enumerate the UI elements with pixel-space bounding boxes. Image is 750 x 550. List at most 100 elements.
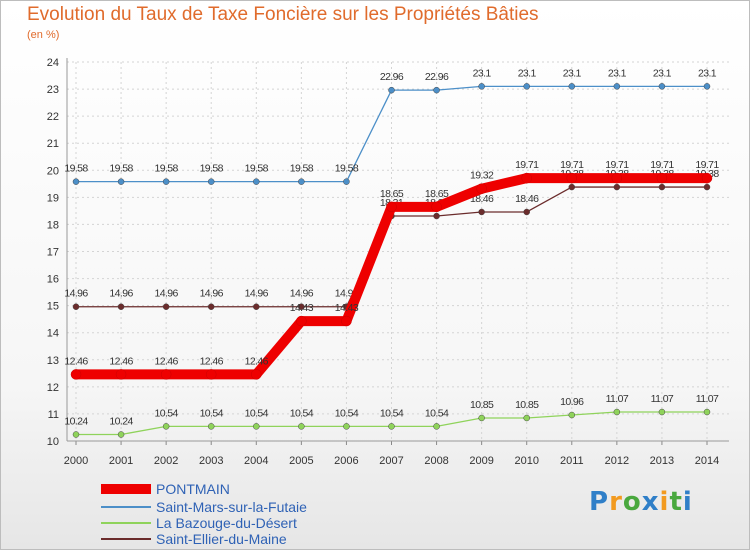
- legend-label: Saint-Ellier-du-Maine: [156, 531, 287, 547]
- y-tick-label: 18: [47, 219, 59, 231]
- data-label-saint-ellier-du-maine: 14.96: [290, 288, 314, 300]
- data-label-la-bazouge-du-d-sert: 10.54: [245, 407, 269, 419]
- data-label-saint-mars-sur-la-futaie: 19.58: [64, 163, 88, 175]
- y-tick-label: 15: [47, 301, 59, 313]
- data-label-la-bazouge-du-d-sert: 10.54: [290, 407, 314, 419]
- logo-letter: P: [589, 487, 610, 517]
- data-label-saint-ellier-du-maine: 14.96: [155, 288, 179, 300]
- y-tick-label: 17: [47, 247, 59, 259]
- logo-letter: i: [659, 487, 670, 517]
- data-point-pontmain: [566, 172, 578, 184]
- data-point-pontmain: [70, 369, 82, 380]
- data-point-pontmain: [296, 315, 307, 327]
- data-point-la-bazouge-du-d-sert: [162, 423, 170, 430]
- data-label-la-bazouge-du-d-sert: 10.54: [335, 407, 359, 419]
- data-point-saint-mars-sur-la-futaie: [433, 86, 440, 94]
- data-label-pontmain: 18.65: [380, 188, 404, 200]
- data-label-la-bazouge-du-d-sert: 10.54: [155, 407, 179, 419]
- data-point-la-bazouge-du-d-sert: [523, 414, 530, 422]
- data-label-pontmain: 12.46: [109, 355, 133, 367]
- data-point-saint-ellier-du-maine: [478, 208, 485, 216]
- data-point-saint-mars-sur-la-futaie: [207, 178, 215, 185]
- data-point-la-bazouge-du-d-sert: [568, 411, 576, 419]
- data-point-saint-ellier-du-maine: [72, 303, 80, 310]
- x-tick-label: 2006: [334, 455, 358, 467]
- data-point-saint-mars-sur-la-futaie: [523, 83, 530, 90]
- data-label-pontmain: 12.46: [245, 355, 269, 367]
- data-point-saint-ellier-du-maine: [523, 208, 530, 216]
- data-label-pontmain: 19.32: [470, 170, 494, 182]
- data-label-saint-mars-sur-la-futaie: 23.1: [563, 67, 582, 79]
- data-label-saint-mars-sur-la-futaie: 19.58: [335, 163, 359, 175]
- logo-letter: o: [622, 487, 642, 517]
- data-point-pontmain: [386, 201, 397, 213]
- data-label-saint-mars-sur-la-futaie: 23.1: [518, 67, 537, 79]
- data-label-la-bazouge-du-d-sert: 10.85: [515, 399, 539, 411]
- data-point-la-bazouge-du-d-sert: [343, 423, 350, 430]
- legend-swatch-la-bazouge: [101, 522, 151, 524]
- data-label-saint-mars-sur-la-futaie: 19.58: [155, 163, 179, 175]
- y-tick-label: 16: [47, 274, 59, 286]
- legend-swatch-saint-ellier: [101, 538, 151, 540]
- y-tick-label: 24: [47, 57, 59, 69]
- x-tick-label: 2002: [154, 455, 178, 467]
- data-label-pontmain: 14.43: [290, 302, 314, 314]
- y-tick-label: 10: [47, 436, 59, 448]
- data-point-pontmain: [701, 172, 713, 184]
- data-point-saint-mars-sur-la-futaie: [117, 178, 125, 185]
- data-label-saint-ellier-du-maine: 14.96: [200, 288, 224, 300]
- x-tick-label: 2001: [109, 455, 133, 467]
- data-label-saint-mars-sur-la-futaie: 23.1: [698, 67, 717, 79]
- data-point-pontmain: [251, 369, 262, 380]
- legend-label: PONTMAIN: [156, 481, 230, 497]
- x-tick-label: 2007: [379, 455, 403, 467]
- data-label-pontmain: 12.46: [200, 355, 224, 367]
- data-point-saint-ellier-du-maine: [253, 303, 260, 310]
- data-point-la-bazouge-du-d-sert: [298, 423, 305, 430]
- data-point-la-bazouge-du-d-sert: [207, 423, 215, 430]
- data-label-saint-mars-sur-la-futaie: 19.58: [245, 163, 269, 175]
- data-label-la-bazouge-du-d-sert: 10.54: [200, 407, 224, 419]
- y-tick-label: 14: [47, 328, 59, 340]
- data-point-saint-mars-sur-la-futaie: [703, 83, 711, 90]
- data-label-la-bazouge-du-d-sert: 10.24: [109, 416, 133, 428]
- data-point-la-bazouge-du-d-sert: [658, 408, 666, 416]
- data-point-saint-ellier-du-maine: [162, 303, 170, 310]
- data-label-saint-mars-sur-la-futaie: 19.58: [109, 163, 133, 175]
- data-label-la-bazouge-du-d-sert: 10.85: [470, 399, 494, 411]
- data-label-pontmain: 12.46: [64, 355, 88, 367]
- data-label-saint-ellier-du-maine: 14.96: [109, 288, 133, 300]
- data-point-pontmain: [205, 369, 217, 380]
- x-tick-label: 2004: [244, 455, 268, 467]
- data-point-saint-mars-sur-la-futaie: [253, 178, 260, 185]
- data-point-saint-ellier-du-maine: [613, 183, 621, 191]
- legend-label: La Bazouge-du-Désert: [156, 515, 297, 531]
- data-point-saint-mars-sur-la-futaie: [613, 83, 621, 90]
- data-point-saint-mars-sur-la-futaie: [72, 178, 80, 185]
- data-point-saint-ellier-du-maine: [568, 183, 576, 191]
- data-label-pontmain: 14.43: [335, 302, 359, 314]
- data-label-la-bazouge-du-d-sert: 10.96: [560, 396, 584, 408]
- data-label-saint-mars-sur-la-futaie: 22.96: [380, 71, 404, 83]
- data-point-saint-ellier-du-maine: [298, 303, 305, 310]
- data-point-pontmain: [341, 315, 352, 327]
- data-label-saint-mars-sur-la-futaie: 23.1: [653, 67, 672, 79]
- legend-label: Saint-Mars-sur-la-Futaie: [156, 499, 307, 515]
- x-tick-label: 2008: [424, 455, 448, 467]
- data-label-la-bazouge-du-d-sert: 11.07: [696, 393, 719, 405]
- x-tick-label: 2003: [199, 455, 223, 467]
- y-tick-label: 22: [47, 111, 59, 123]
- data-label-saint-ellier-du-maine: 14.96: [245, 288, 269, 300]
- logo-letter: t: [669, 487, 683, 517]
- y-tick-label: 23: [47, 84, 59, 96]
- data-point-saint-mars-sur-la-futaie: [343, 178, 350, 185]
- logo-letter: x: [641, 487, 660, 517]
- y-tick-label: 21: [47, 138, 59, 150]
- data-point-pontmain: [656, 172, 668, 184]
- data-label-pontmain: 19.71: [605, 159, 629, 171]
- legend-swatch-pontmain: [101, 484, 151, 494]
- data-label-saint-mars-sur-la-futaie: 19.58: [290, 163, 314, 175]
- x-tick-label: 2014: [695, 455, 719, 467]
